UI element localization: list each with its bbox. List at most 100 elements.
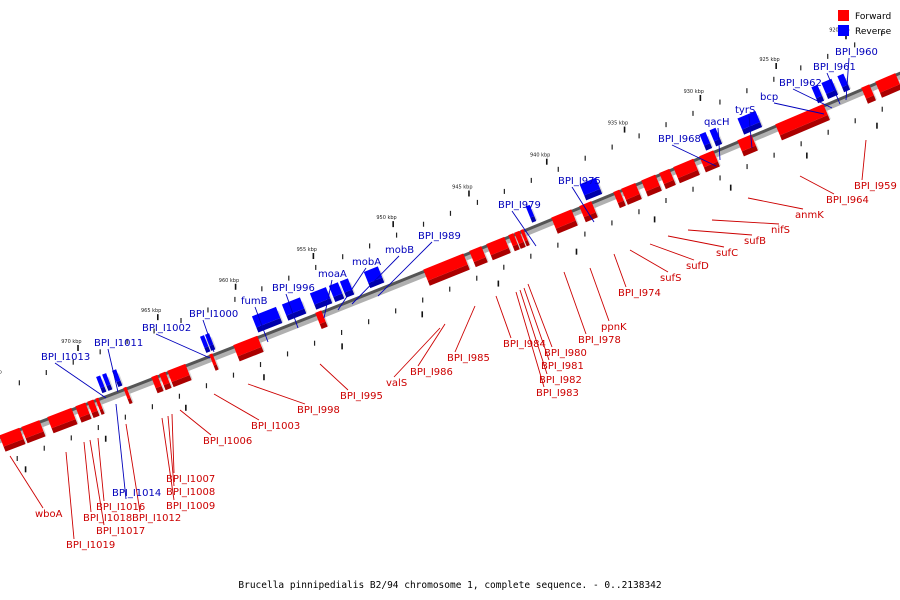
gene-label-bpi-i982[interactable]: BPI_I982: [539, 375, 582, 386]
gene-label-bpi-i981[interactable]: BPI_I981: [541, 361, 584, 372]
gene-label-bpi-i1012[interactable]: BPI_I1012: [132, 513, 181, 524]
gene-label-sufc[interactable]: sufC: [716, 248, 738, 259]
gene-label-sufs[interactable]: sufS: [660, 273, 681, 284]
forward-gene-block[interactable]: [621, 182, 643, 205]
gene-label-mobb[interactable]: mobB: [385, 245, 414, 256]
reverse-gene-block[interactable]: [837, 73, 852, 93]
gene-label-bpi-i975[interactable]: BPI_I975: [558, 176, 601, 187]
gene-label-bpi-i1011[interactable]: BPI_I1011: [94, 338, 143, 349]
forward-gene-block[interactable]: [613, 189, 627, 209]
kbp-tick: [185, 404, 187, 411]
forward-gene-block[interactable]: [87, 399, 101, 418]
gene-label-bpi-i1019[interactable]: BPI_I1019: [66, 540, 115, 551]
gene-label-bpi-i1017[interactable]: BPI_I1017: [96, 526, 145, 537]
gene-label-bpi-i989[interactable]: BPI_I989: [418, 231, 461, 242]
forward-gene-block[interactable]: [423, 253, 471, 286]
gene-label-ppnk[interactable]: ppnK: [601, 322, 627, 333]
gene-label-bpi-i996[interactable]: BPI_I996: [272, 283, 315, 294]
gene-label-bpi-i1014[interactable]: BPI_I1014: [112, 488, 161, 499]
label-leader-line: [629, 249, 669, 273]
gene-label-nifs[interactable]: nifS: [771, 225, 790, 236]
gene-label-qach[interactable]: qacH: [704, 117, 730, 128]
forward-gene-block[interactable]: [486, 236, 512, 261]
gene-label-bcp[interactable]: bcp: [760, 92, 778, 103]
forward-gene-block[interactable]: [315, 310, 329, 329]
reverse-gene-block[interactable]: [709, 127, 724, 147]
forward-gene-block[interactable]: [151, 374, 165, 394]
gene-label-bpi-i1009[interactable]: BPI_I1009: [166, 501, 215, 512]
gene-label-bpi-i978[interactable]: BPI_I978: [578, 335, 621, 346]
reverse-gene-block[interactable]: [112, 369, 124, 388]
forward-gene-block[interactable]: [0, 427, 27, 452]
forward-gene-block[interactable]: [47, 407, 79, 434]
reverse-gene-block[interactable]: [281, 297, 308, 321]
reverse-gene-block[interactable]: [328, 282, 346, 303]
gene-label-bpi-i1003[interactable]: BPI_I1003: [251, 421, 300, 432]
gene-label-bpi-i960[interactable]: BPI_I960: [835, 47, 878, 58]
gene-label-anmk[interactable]: anmK: [795, 210, 824, 221]
forward-gene-block[interactable]: [75, 402, 93, 423]
reverse-gene-block[interactable]: [525, 204, 538, 223]
gene-label-bpi-i964[interactable]: BPI_I964: [826, 195, 869, 206]
forward-gene-block[interactable]: [159, 371, 173, 391]
reverse-gene-block[interactable]: [699, 131, 714, 151]
forward-gene-block[interactable]: [641, 174, 663, 197]
forward-gene-block[interactable]: [95, 397, 106, 415]
gene-label-moaa[interactable]: moaA: [318, 269, 347, 280]
gene-label-bpi-i961[interactable]: BPI_I961: [813, 62, 856, 73]
forward-gene-block[interactable]: [699, 150, 721, 173]
gene-label-bpi-i974[interactable]: BPI_I974: [618, 288, 661, 299]
forward-gene-block[interactable]: [209, 353, 220, 371]
forward-gene-block[interactable]: [659, 168, 677, 190]
gene-label-bpi-i1008[interactable]: BPI_I1008: [166, 487, 215, 498]
gene-label-bpi-i983[interactable]: BPI_I983: [536, 388, 579, 399]
gene-label-vals[interactable]: valS: [386, 378, 407, 389]
gene-label-bpi-i986[interactable]: BPI_I986: [410, 367, 453, 378]
gene-label-bpi-i1006[interactable]: BPI_I1006: [203, 436, 252, 447]
reverse-gene-block[interactable]: [363, 266, 386, 289]
reverse-gene-block[interactable]: [96, 375, 108, 394]
gene-label-bpi-i1007[interactable]: BPI_I1007: [166, 474, 215, 485]
reverse-gene-block[interactable]: [821, 78, 840, 100]
forward-gene-block[interactable]: [21, 420, 47, 444]
forward-gene-block[interactable]: [673, 158, 701, 184]
forward-gene-block[interactable]: [861, 84, 877, 104]
reverse-gene-block[interactable]: [339, 278, 356, 298]
reverse-gene-block[interactable]: [199, 335, 212, 353]
gene-label-sufd[interactable]: sufD: [686, 261, 709, 272]
gene-label-fumb[interactable]: fumB: [241, 296, 268, 307]
gene-label-wboa[interactable]: wboA: [35, 509, 63, 520]
gene-label-bpi-i1000[interactable]: BPI_I1000: [189, 309, 238, 320]
gene-label-bpi-i980[interactable]: BPI_I980: [544, 348, 587, 359]
reverse-gene-block[interactable]: [579, 177, 604, 201]
reverse-gene-block[interactable]: [309, 287, 334, 310]
forward-gene-block[interactable]: [514, 230, 527, 249]
gene-label-bpi-i1002[interactable]: BPI_I1002: [142, 323, 191, 334]
gene-label-bpi-i959[interactable]: BPI_I959: [854, 181, 897, 192]
gene-label-bpi-i995[interactable]: BPI_I995: [340, 391, 383, 402]
label-leader-line: [495, 295, 512, 339]
tick-marks: 975 kbp 970 kbp 965 kbp 960 kbp 955 kbp 950 k…: [0, 27, 883, 473]
gene-label-tyrs[interactable]: tyrS: [735, 105, 755, 116]
gene-label-bpi-i1013[interactable]: BPI_I1013: [41, 352, 90, 363]
forward-gene-block[interactable]: [508, 233, 521, 252]
gene-label-bpi-i1018[interactable]: BPI_I1018: [83, 513, 132, 524]
gene-label-bpi-i985[interactable]: BPI_I985: [447, 353, 490, 364]
gene-label-bpi-i984[interactable]: BPI_I984: [503, 339, 546, 350]
forward-gene-block[interactable]: [551, 209, 579, 234]
gene-label-bpi-i968[interactable]: BPI_I968: [658, 134, 701, 145]
forward-gene-block[interactable]: [875, 73, 900, 98]
forward-gene-block[interactable]: [520, 229, 531, 247]
gene-label-bpi-i1016[interactable]: BPI_I1016: [96, 502, 145, 513]
gene-label-bpi-i962[interactable]: BPI_I962: [779, 78, 822, 89]
gene-label-bpi-i979[interactable]: BPI_I979: [498, 200, 541, 211]
forward-gene-block[interactable]: [123, 386, 134, 405]
forward-gene-block[interactable]: [233, 335, 265, 362]
reverse-gene-block[interactable]: [737, 110, 764, 135]
forward-gene-block[interactable]: [469, 246, 489, 268]
gene-label-sufb[interactable]: sufB: [744, 236, 766, 247]
gene-label-bpi-i998[interactable]: BPI_I998: [297, 405, 340, 416]
forward-gene-block[interactable]: [167, 363, 193, 388]
reverse-gene-block[interactable]: [102, 373, 114, 391]
gene-label-moba[interactable]: mobA: [352, 257, 381, 268]
